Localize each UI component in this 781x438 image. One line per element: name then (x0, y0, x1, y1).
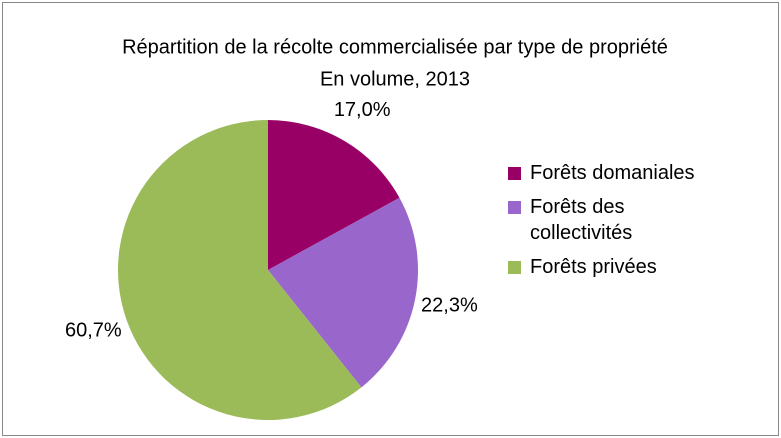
pie-slice (268, 197, 418, 388)
legend-label: Forêts des collectivités (530, 196, 633, 244)
legend: Forêts domaniales Forêts des collectivité… (508, 160, 708, 288)
legend-swatch (508, 261, 521, 274)
pie-slice (117, 120, 362, 420)
legend-label: Forêts domaniales (530, 162, 695, 184)
data-label: 17,0% (334, 99, 391, 121)
chart-title: Répartition de la récolte commercialisée… (122, 36, 668, 58)
data-label: 22,3% (421, 295, 478, 317)
legend-label: Forêts privées (530, 256, 657, 278)
legend-item: Forêts privées (508, 254, 708, 280)
legend-item: Forêts domaniales (508, 160, 708, 186)
pie-slice (268, 120, 400, 270)
legend-item: Forêts des collectivités (508, 194, 708, 246)
legend-swatch (508, 201, 521, 214)
data-label: 60,7% (65, 319, 122, 341)
chart-subtitle: En volume, 2013 (320, 68, 470, 90)
legend-swatch (508, 167, 521, 180)
